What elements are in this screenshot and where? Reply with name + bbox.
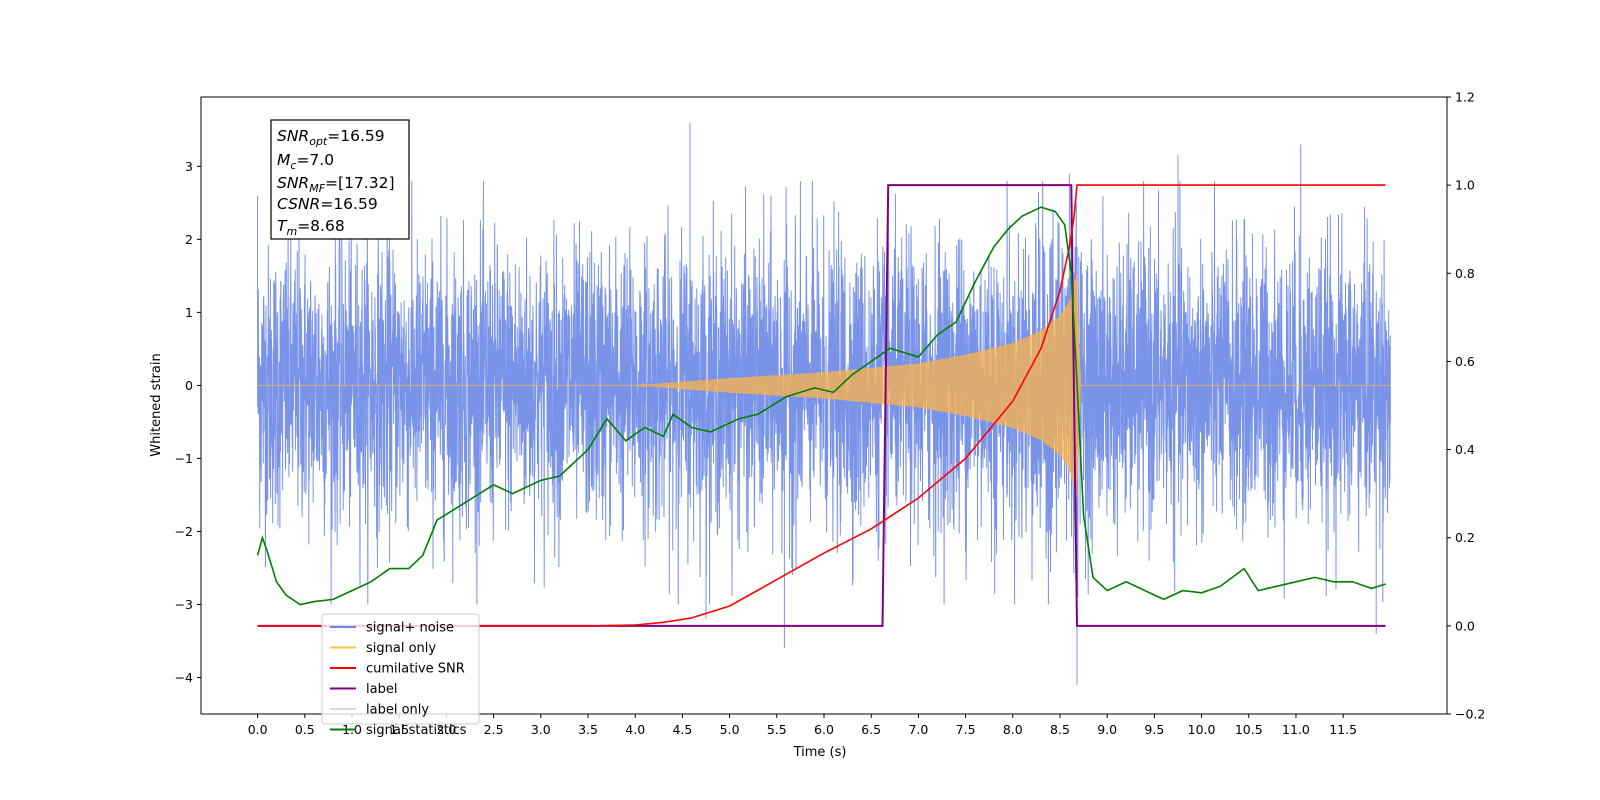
y-right-tick-label: 1.0 bbox=[1455, 178, 1475, 193]
x-axis-label: Time (s) bbox=[793, 745, 847, 760]
x-tick-label: 1.5 bbox=[389, 722, 409, 737]
y-left-tick-label: −3 bbox=[175, 597, 193, 612]
legend-label: label only bbox=[366, 703, 429, 718]
plot-area bbox=[256, 122, 1391, 685]
y-axis-left-ticks: 3 2 1 0 −1 −2 −3 −4 bbox=[175, 159, 201, 685]
label-line bbox=[257, 184, 1386, 627]
y-right-tick-label: 0.0 bbox=[1455, 618, 1475, 633]
x-tick-label: 6.5 bbox=[861, 722, 881, 737]
x-tick-label: 7.5 bbox=[956, 722, 976, 737]
y-right-tick-label: 1.2 bbox=[1455, 90, 1475, 105]
x-tick-label: 10.5 bbox=[1235, 722, 1263, 737]
legend-items: signal+ noise signal only cumilative SNR la… bbox=[330, 621, 467, 738]
annotation-line: CSNR=16.59 bbox=[277, 195, 378, 213]
legend: signal+ noise signal only cumilative SNR la… bbox=[321, 613, 480, 738]
legend-frame bbox=[321, 613, 480, 725]
y-left-tick-label: −4 bbox=[175, 670, 193, 685]
signal-only-line bbox=[257, 274, 1391, 499]
y-right-tick-label: 0.2 bbox=[1455, 530, 1475, 545]
annotation-frame bbox=[270, 119, 410, 240]
x-tick-label: 7.0 bbox=[908, 722, 928, 737]
y-left-tick-label: 1 bbox=[185, 305, 193, 320]
legend-label: signal statistics bbox=[366, 723, 467, 738]
y-right-tick-label: −0.2 bbox=[1455, 707, 1485, 722]
x-tick-label: 11.0 bbox=[1282, 722, 1310, 737]
y-left-tick-label: −2 bbox=[175, 524, 193, 539]
x-tick-label: 4.5 bbox=[672, 722, 692, 737]
y-right-tick-label: 0.6 bbox=[1455, 354, 1475, 369]
x-tick-label: 4.0 bbox=[625, 722, 645, 737]
x-tick-label: 2.0 bbox=[436, 722, 456, 737]
y-left-tick-label: −1 bbox=[175, 451, 193, 466]
x-tick-label: 8.0 bbox=[1003, 722, 1023, 737]
y-right-tick-label: 0.8 bbox=[1455, 266, 1475, 281]
legend-label: cumilative SNR bbox=[366, 662, 465, 677]
x-tick-label: 3.5 bbox=[578, 722, 598, 737]
annotation-line: SNRopt=16.59 bbox=[277, 127, 385, 148]
y-left-tick-label: 2 bbox=[185, 232, 193, 247]
x-tick-label: 0.0 bbox=[248, 722, 268, 737]
annotation-line: Mc=7.0 bbox=[277, 151, 334, 172]
annotation-lines: SNRopt=16.59 Mc=7.0SNRMF=[17.32]CSNR=16.5… bbox=[277, 127, 395, 238]
y-left-tick-label: 3 bbox=[185, 159, 193, 174]
x-tick-label: 9.5 bbox=[1144, 722, 1164, 737]
x-tick-label: 2.5 bbox=[484, 722, 504, 737]
x-tick-label: 8.5 bbox=[1050, 722, 1070, 737]
x-tick-label: 11.5 bbox=[1329, 722, 1357, 737]
legend-label: signal+ noise bbox=[366, 621, 454, 636]
x-axis-ticks: 0.0 0.5 1.0 1.5 2.0 2.5 3.0 3.5 4.0 4.5 5.0 5.5 6.0 6… bbox=[248, 714, 1357, 737]
x-tick-label: 6.0 bbox=[814, 722, 834, 737]
y-axis-right-ticks: 1.2 1.0 0.8 0.6 0.4 0.2 0.0 −0.2 bbox=[1447, 90, 1485, 722]
signal-statistics-line bbox=[256, 206, 1386, 606]
legend-label: label bbox=[366, 682, 397, 697]
annotation-line: Tm=8.68 bbox=[277, 217, 345, 238]
cumulative-snr-line bbox=[257, 184, 1386, 627]
y-left-tick-label: 0 bbox=[185, 378, 193, 393]
annotation-box: SNRopt=16.59 Mc=7.0SNRMF=[17.32]CSNR=16.5… bbox=[270, 119, 410, 240]
x-tick-label: 9.0 bbox=[1097, 722, 1117, 737]
y-right-tick-label: 0.4 bbox=[1455, 442, 1475, 457]
x-tick-label: 3.0 bbox=[531, 722, 551, 737]
annotation-line: SNRMF=[17.32] bbox=[277, 174, 395, 195]
x-tick-label: 10.0 bbox=[1188, 722, 1216, 737]
x-tick-label: 0.5 bbox=[295, 722, 315, 737]
x-tick-label: 5.5 bbox=[767, 722, 787, 737]
y-axis-label: Whitened strain bbox=[149, 353, 164, 456]
legend-label: signal only bbox=[366, 641, 436, 656]
x-tick-label: 5.0 bbox=[720, 722, 740, 737]
